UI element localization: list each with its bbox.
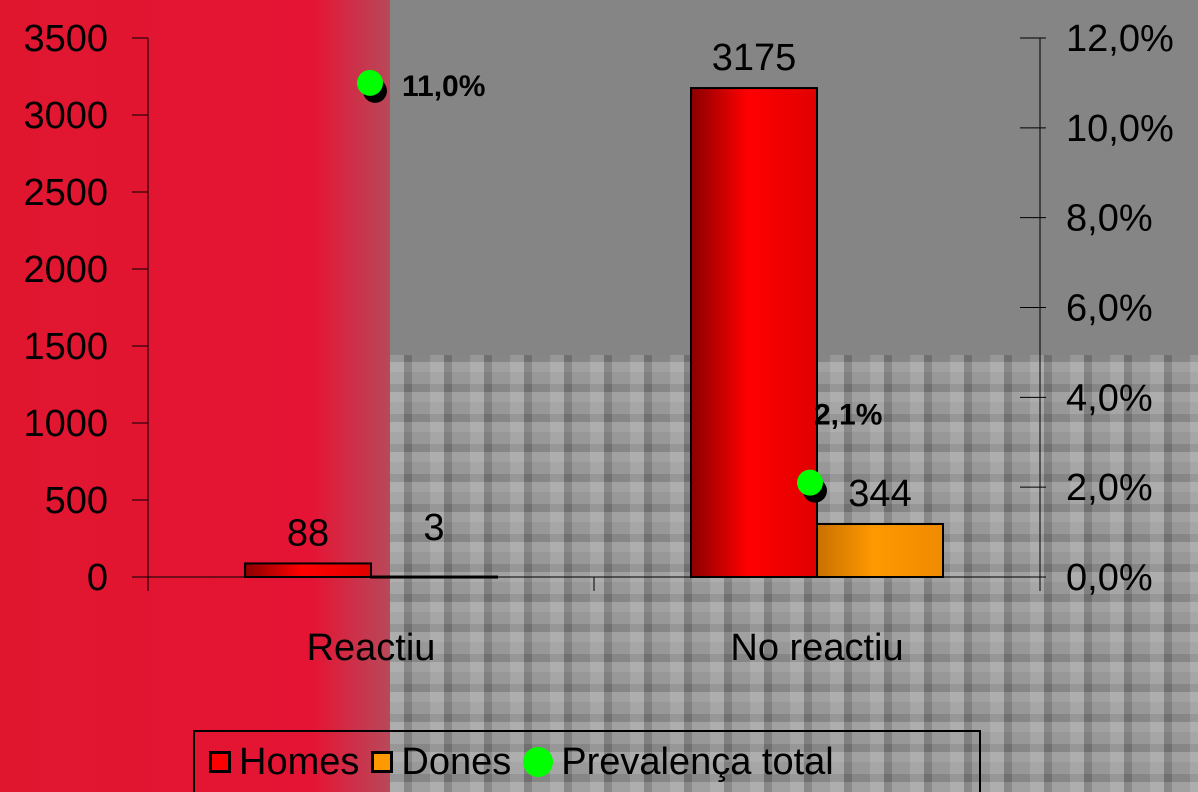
bar-dones-1 (816, 523, 944, 578)
bar-value-label: 3 (423, 507, 444, 549)
y-right-tick-label: 0,0% (1066, 557, 1153, 599)
x-category-label: No reactiu (730, 627, 903, 669)
legend-item-homes: Homes (209, 741, 359, 784)
prevalence-marker (797, 469, 823, 496)
y-left-tick-label: 2500 (23, 172, 108, 214)
prevalence-label: 11,0% (402, 70, 485, 103)
prevalence-marker (357, 69, 383, 96)
legend-label-prevalence: Prevalença total (561, 740, 834, 783)
legend-swatch-homes (209, 751, 231, 773)
bar-homes-1 (690, 87, 818, 579)
y-right-tick-label: 10,0% (1066, 108, 1174, 150)
bar-value-label: 344 (848, 473, 911, 515)
bar-dones-0 (370, 575, 498, 579)
y-right-tick-label: 6,0% (1066, 288, 1153, 330)
y-left-tick-label: 0 (87, 557, 108, 599)
legend-marker-prevalence (523, 747, 554, 777)
legend-label-homes: Homes (239, 740, 360, 783)
y-right-tick-label: 4,0% (1066, 377, 1153, 419)
y-right-tick-label: 8,0% (1066, 198, 1153, 240)
y-left-tick-label: 500 (45, 480, 108, 522)
chart-legend: Homes Dones Prevalença total (193, 730, 981, 792)
y-left-tick-label: 3000 (23, 95, 108, 137)
x-category-label: Reactiu (307, 627, 436, 669)
prevalence-label: 2,1% (814, 399, 882, 432)
bar-value-label: 88 (287, 512, 329, 554)
legend-item-dones: Dones (371, 741, 511, 784)
legend-item-prevalence: Prevalença total (523, 741, 834, 784)
bar-value-label: 3175 (712, 37, 797, 79)
y-right-tick-label: 12,0% (1066, 18, 1174, 60)
y-left-tick-label: 1500 (23, 326, 108, 368)
legend-label-dones: Dones (401, 740, 512, 783)
bar-homes-0 (244, 562, 372, 578)
legend-swatch-dones (371, 751, 394, 773)
y-right-tick-label: 2,0% (1066, 467, 1153, 509)
y-left-tick-label: 2000 (23, 249, 108, 291)
y-left-tick-label: 3500 (23, 18, 108, 60)
y-left-tick-label: 1000 (23, 403, 108, 445)
background-left-panel (0, 0, 390, 792)
